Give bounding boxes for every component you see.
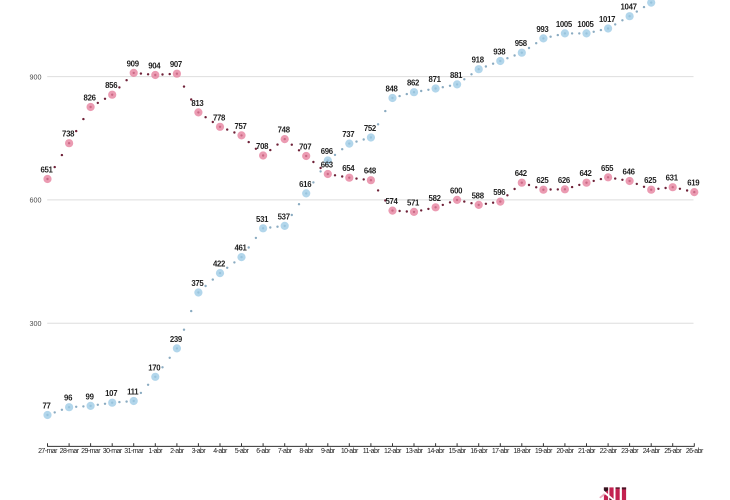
svg-text:6-abr: 6-abr bbox=[256, 448, 271, 455]
svg-text:663: 663 bbox=[321, 161, 334, 170]
svg-text:871: 871 bbox=[429, 75, 442, 84]
svg-text:708: 708 bbox=[256, 142, 269, 151]
svg-text:12-abr: 12-abr bbox=[384, 448, 402, 455]
svg-text:707: 707 bbox=[299, 143, 311, 152]
svg-text:907: 907 bbox=[170, 60, 182, 69]
svg-text:654: 654 bbox=[342, 164, 355, 173]
svg-text:582: 582 bbox=[429, 194, 442, 203]
svg-text:422: 422 bbox=[213, 260, 226, 269]
svg-text:15-abr: 15-abr bbox=[449, 448, 467, 455]
svg-text:738: 738 bbox=[62, 130, 75, 139]
svg-text:300: 300 bbox=[30, 319, 42, 328]
svg-text:619: 619 bbox=[687, 179, 700, 188]
svg-text:938: 938 bbox=[493, 48, 506, 57]
svg-text:881: 881 bbox=[450, 71, 463, 80]
svg-text:13-abr: 13-abr bbox=[406, 448, 424, 455]
svg-text:26-abr: 26-abr bbox=[686, 448, 704, 455]
svg-text:600: 600 bbox=[30, 196, 42, 205]
svg-text:1047: 1047 bbox=[621, 3, 637, 12]
svg-text:757: 757 bbox=[234, 122, 246, 131]
svg-text:646: 646 bbox=[623, 168, 636, 177]
svg-text:4-abr: 4-abr bbox=[213, 448, 228, 455]
svg-text:10-abr: 10-abr bbox=[341, 448, 359, 455]
svg-text:25-abr: 25-abr bbox=[664, 448, 682, 455]
svg-text:11-abr: 11-abr bbox=[363, 448, 381, 455]
svg-text:1005: 1005 bbox=[577, 20, 594, 29]
svg-text:909: 909 bbox=[127, 59, 140, 68]
svg-text:31-mar: 31-mar bbox=[124, 448, 144, 455]
svg-text:14-abr: 14-abr bbox=[427, 448, 445, 455]
svg-text:862: 862 bbox=[407, 79, 420, 88]
svg-text:7-abr: 7-abr bbox=[278, 448, 293, 455]
svg-text:107: 107 bbox=[105, 389, 117, 398]
svg-text:3-abr: 3-abr bbox=[192, 448, 207, 455]
svg-text:651: 651 bbox=[40, 166, 53, 175]
svg-text:18-abr: 18-abr bbox=[513, 448, 531, 455]
svg-text:648: 648 bbox=[364, 167, 377, 176]
svg-text:848: 848 bbox=[385, 85, 398, 94]
svg-text:24-abr: 24-abr bbox=[643, 448, 661, 455]
svg-text:27-mar: 27-mar bbox=[38, 448, 58, 455]
svg-text:17-abr: 17-abr bbox=[492, 448, 510, 455]
svg-text:1-abr: 1-abr bbox=[149, 448, 164, 455]
svg-text:900: 900 bbox=[30, 72, 42, 81]
svg-text:239: 239 bbox=[170, 335, 183, 344]
svg-text:28-mar: 28-mar bbox=[60, 448, 80, 455]
svg-text:642: 642 bbox=[579, 169, 592, 178]
svg-text:96: 96 bbox=[64, 394, 73, 403]
svg-text:20-abr: 20-abr bbox=[556, 448, 574, 455]
svg-text:30-mar: 30-mar bbox=[103, 448, 123, 455]
svg-text:904: 904 bbox=[148, 62, 161, 71]
svg-text:813: 813 bbox=[191, 99, 204, 108]
svg-text:9-abr: 9-abr bbox=[321, 448, 336, 455]
svg-text:631: 631 bbox=[666, 174, 679, 183]
svg-text:748: 748 bbox=[278, 126, 291, 135]
svg-text:571: 571 bbox=[407, 198, 420, 207]
svg-text:616: 616 bbox=[299, 180, 312, 189]
svg-text:99: 99 bbox=[86, 392, 95, 401]
svg-text:111: 111 bbox=[127, 388, 139, 397]
svg-text:696: 696 bbox=[321, 147, 334, 156]
svg-text:655: 655 bbox=[601, 164, 614, 173]
svg-text:461: 461 bbox=[234, 244, 247, 253]
svg-text:8-abr: 8-abr bbox=[299, 448, 314, 455]
svg-text:993: 993 bbox=[536, 25, 549, 34]
svg-text:737: 737 bbox=[342, 130, 354, 139]
svg-text:856: 856 bbox=[105, 81, 118, 90]
svg-text:752: 752 bbox=[364, 124, 377, 133]
svg-text:626: 626 bbox=[558, 176, 571, 185]
svg-text:22-abr: 22-abr bbox=[600, 448, 618, 455]
svg-text:531: 531 bbox=[256, 215, 269, 224]
svg-text:958: 958 bbox=[515, 39, 528, 48]
svg-text:21-abr: 21-abr bbox=[578, 448, 596, 455]
svg-text:826: 826 bbox=[84, 94, 97, 103]
svg-text:19-abr: 19-abr bbox=[535, 448, 553, 455]
svg-text:1005: 1005 bbox=[556, 20, 573, 29]
svg-text:625: 625 bbox=[644, 176, 657, 185]
svg-text:77: 77 bbox=[42, 402, 50, 411]
svg-text:16-abr: 16-abr bbox=[470, 448, 488, 455]
svg-text:2-abr: 2-abr bbox=[170, 448, 185, 455]
svg-text:642: 642 bbox=[515, 169, 528, 178]
svg-text:170: 170 bbox=[148, 363, 161, 372]
svg-text:23-abr: 23-abr bbox=[621, 448, 639, 455]
svg-text:600: 600 bbox=[450, 186, 463, 195]
svg-text:29-mar: 29-mar bbox=[81, 448, 101, 455]
svg-text:537: 537 bbox=[278, 212, 290, 221]
svg-text:375: 375 bbox=[191, 279, 204, 288]
svg-text:574: 574 bbox=[385, 197, 398, 206]
svg-text:596: 596 bbox=[493, 188, 506, 197]
svg-text:625: 625 bbox=[536, 176, 549, 185]
svg-text:5-abr: 5-abr bbox=[235, 448, 250, 455]
svg-text:918: 918 bbox=[472, 56, 485, 65]
svg-text:588: 588 bbox=[472, 191, 485, 200]
svg-text:1017: 1017 bbox=[599, 15, 615, 24]
svg-text:778: 778 bbox=[213, 113, 226, 122]
